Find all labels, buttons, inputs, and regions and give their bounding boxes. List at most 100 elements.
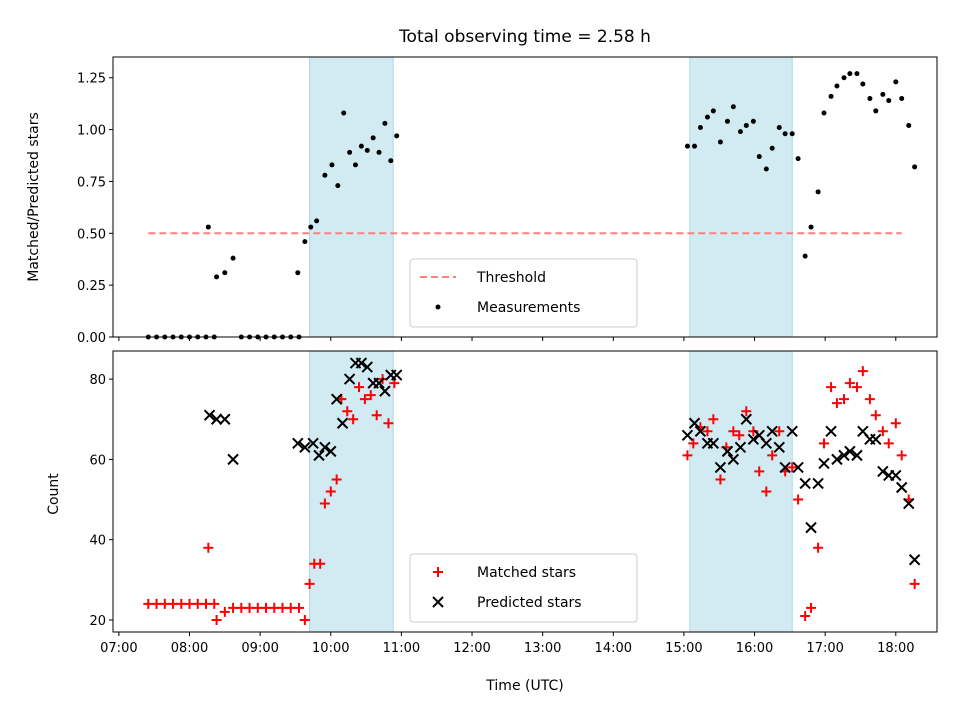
measurement-point <box>724 118 730 124</box>
predicted-star-point <box>786 425 798 437</box>
predicted-star-point <box>844 445 856 458</box>
legend-entry-label: Measurements <box>477 300 580 316</box>
predicted-star-point <box>721 445 734 458</box>
matched-star-point <box>851 382 862 393</box>
predicted-star-point <box>877 465 889 478</box>
top-y-axis-label: Matched/Predicted stars <box>26 112 42 282</box>
measurement-point <box>873 108 879 114</box>
measurement-point <box>815 189 821 195</box>
predicted-star-point <box>727 453 740 466</box>
predicted-star-point <box>373 377 385 389</box>
legend-entry-label: Threshold <box>476 270 546 286</box>
legend-matched-handle <box>433 567 443 577</box>
measurement-point <box>730 104 736 110</box>
predicted-star-point <box>355 357 368 369</box>
predicted-star-point <box>313 449 325 462</box>
matched-star-point <box>839 394 850 405</box>
matched-star-point <box>877 426 888 437</box>
measurement-point <box>717 139 723 145</box>
matched-star-point <box>331 474 342 485</box>
measurement-point <box>376 149 382 155</box>
top-y-tick-label: 1.25 <box>77 72 106 87</box>
matched-star-point <box>728 426 739 437</box>
matched-star-point <box>354 382 365 393</box>
matched-star-point <box>348 414 359 425</box>
matched-star-point <box>383 418 394 429</box>
measurement-point <box>769 145 775 151</box>
matched-star-point <box>325 486 336 497</box>
predicted-star-point <box>908 554 921 566</box>
measurement-point <box>352 162 358 168</box>
predicted-star-point <box>805 521 817 534</box>
legend-entry-label: Predicted stars <box>477 595 582 611</box>
matched-star-point <box>702 426 713 437</box>
x-tick-label: 12:00 <box>453 641 490 656</box>
predicted-star-point <box>890 469 902 482</box>
matched-star-point <box>304 578 315 589</box>
measurement-point <box>808 224 814 230</box>
predicted-star-point <box>219 413 231 425</box>
matched-star-point <box>682 450 693 461</box>
measurement-point <box>394 133 400 139</box>
predicted-star-point <box>799 477 811 490</box>
measurement-point <box>684 143 690 149</box>
matched-star-point <box>767 450 778 461</box>
matched-star-point <box>870 410 881 421</box>
measurement-point <box>763 166 769 172</box>
matched-star-point <box>818 438 829 449</box>
matched-star-point <box>708 414 719 425</box>
bottom-y-tick-label: 40 <box>89 534 106 549</box>
matched-star-point <box>806 602 817 613</box>
predicted-star-point <box>851 449 863 462</box>
matched-star-point <box>793 494 804 505</box>
measurement-point <box>860 81 866 87</box>
predicted-star-point <box>681 429 694 442</box>
measurement-point <box>358 143 364 149</box>
measurement-point <box>335 183 341 189</box>
matched-star-point <box>787 462 798 473</box>
predicted-star-point <box>336 417 349 429</box>
predicted-star-point <box>707 437 720 450</box>
measurement-point <box>710 108 716 114</box>
measurement-point <box>222 270 228 276</box>
predicted-star-point <box>343 373 356 385</box>
measurement-point <box>347 149 353 155</box>
predicted-star-point <box>203 409 216 421</box>
top-axes-frame <box>112 56 938 338</box>
matched-star-point <box>365 390 376 401</box>
measurement-point <box>893 79 899 85</box>
matched-star-point <box>219 606 230 617</box>
matched-star-point <box>813 542 824 553</box>
measurement-point <box>828 93 834 99</box>
matched-star-point <box>857 366 868 377</box>
top-legend: Threshold Measurements <box>409 258 638 328</box>
matched-star-point <box>315 558 326 569</box>
matched-star-point <box>826 382 837 393</box>
bottom-panel: 20 40 60 80 07:00 08:00 09:00 10:00 11:00 12:00 13… <box>89 350 938 656</box>
top-y-tick-label: 0.25 <box>77 279 106 294</box>
matched-star-point <box>800 610 811 621</box>
predicted-star-point <box>747 433 760 446</box>
measurement-point <box>214 274 220 280</box>
predicted-star-point <box>870 433 882 446</box>
measurement-point <box>912 164 918 170</box>
predicted-star-point <box>330 393 343 405</box>
matched-star-point <box>754 466 765 477</box>
matched-star-point <box>774 426 785 437</box>
predicted-star-point <box>766 425 778 437</box>
x-tick-label: 16:00 <box>736 641 773 656</box>
matched-star-point <box>909 578 920 589</box>
matched-star-point <box>211 614 222 625</box>
top-legend-box <box>409 258 638 328</box>
predicted-star-point <box>361 361 373 373</box>
measurement-point <box>704 114 710 120</box>
predicted-star-point <box>818 457 830 470</box>
matched-star-point <box>896 450 907 461</box>
top-y-tick-label: 1.00 <box>77 124 106 139</box>
predicted-star-point <box>299 441 311 454</box>
matched-star-point <box>864 394 875 405</box>
measurement-point <box>295 270 301 276</box>
predicted-star-point <box>831 453 843 466</box>
measurement-point <box>802 253 808 259</box>
measurement-point <box>737 129 743 135</box>
